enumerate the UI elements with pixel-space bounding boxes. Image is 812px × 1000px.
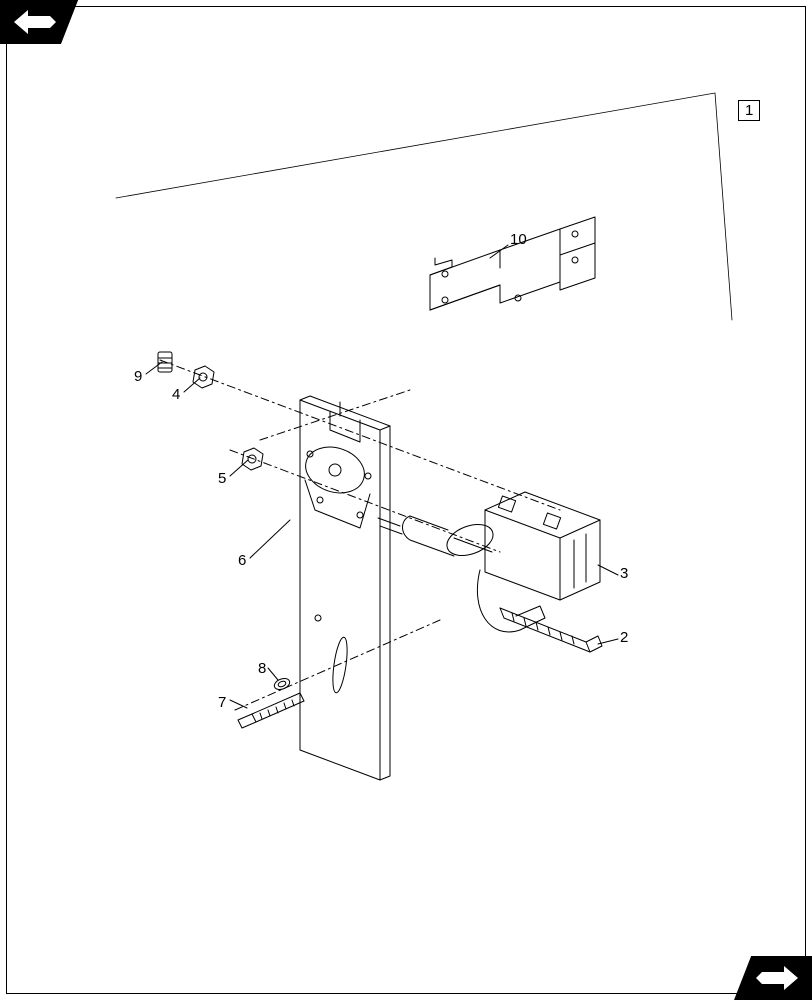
callout-8: 8 <box>258 660 266 677</box>
exploded-diagram <box>0 0 812 1000</box>
callout-6: 6 <box>238 552 246 569</box>
callout-3: 3 <box>620 565 628 582</box>
callout-4: 4 <box>172 386 180 403</box>
callout-9: 9 <box>134 368 142 385</box>
callout-10: 10 <box>510 231 527 248</box>
callout-1: 1 <box>738 100 760 121</box>
callout-5: 5 <box>218 470 226 487</box>
callout-2: 2 <box>620 629 628 646</box>
callout-7: 7 <box>218 694 226 711</box>
